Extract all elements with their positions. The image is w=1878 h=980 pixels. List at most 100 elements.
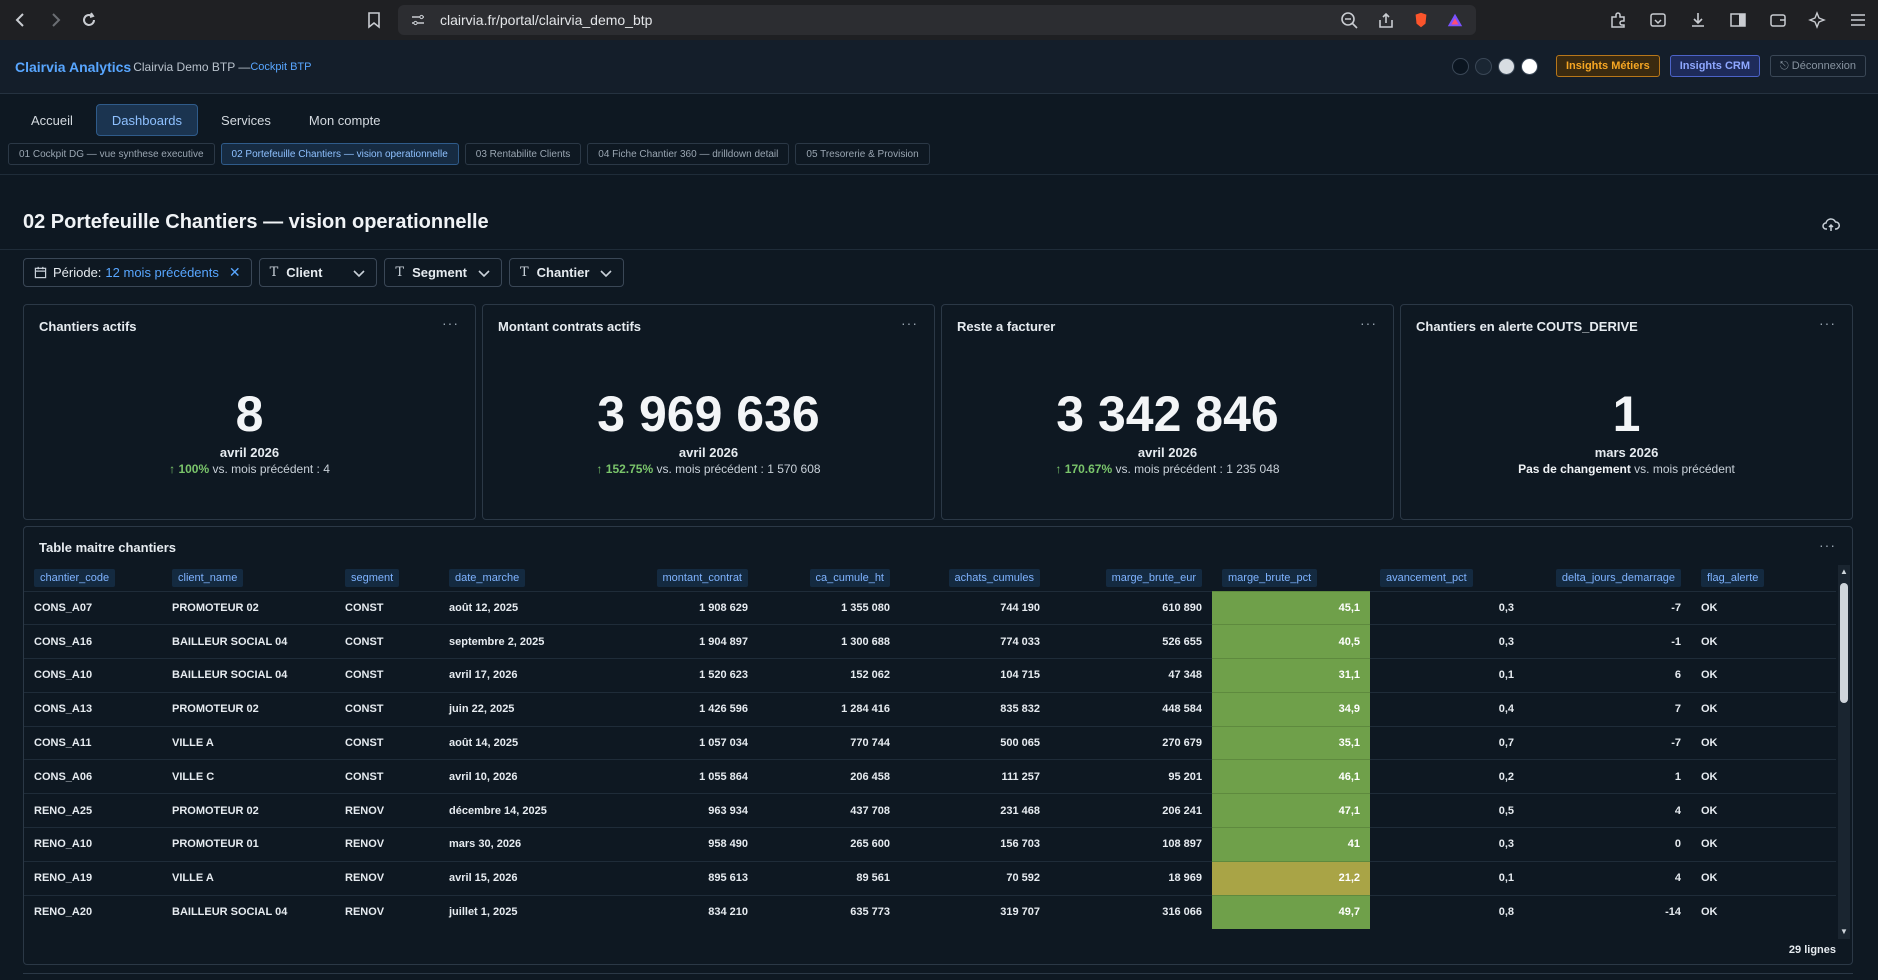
cell-delta-jours-demarrage: 6 (1524, 658, 1691, 693)
cell-client-name: PROMOTEUR 01 (162, 827, 335, 862)
scroll-up-icon[interactable]: ▲ (1840, 567, 1848, 576)
reload-icon[interactable] (76, 7, 102, 33)
dashboard-tab-portefeuille[interactable]: 02 Portefeuille Chantiers — vision opera… (220, 143, 459, 165)
cell-segment: RENOV (335, 827, 439, 862)
column-header-delta-jours-demarrage[interactable]: delta_jours_demarrage (1524, 565, 1691, 591)
table-row[interactable]: RENO_A25 PROMOTEUR 02 RENOV décembre 14, 20… (24, 793, 1836, 828)
browser-chrome: clairvia.fr/portal/clairvia_demo_btp (0, 0, 1878, 40)
insights-crm-button[interactable]: Insights CRM (1669, 55, 1761, 77)
period-filter[interactable]: Période: 12 mois précédents ✕ (23, 258, 252, 287)
scroll-down-icon[interactable]: ▼ (1840, 927, 1848, 936)
cell-ca-cumule-ht: 1 355 080 (758, 590, 900, 625)
theme-dot-light[interactable] (1498, 57, 1515, 75)
table-row[interactable]: CONS_A10 BAILLEUR SOCIAL 04 CONST avril 17,… (24, 658, 1836, 693)
column-header-chantier-code[interactable]: chantier_code (24, 565, 162, 591)
brand-logo[interactable]: Clairvia Analytics (15, 58, 132, 75)
column-header-label: avancement_pct (1380, 568, 1473, 587)
wallet-card-icon[interactable] (1768, 10, 1788, 30)
zoom-icon[interactable] (1340, 11, 1360, 31)
download-icon[interactable] (1688, 10, 1708, 30)
column-header-montant-contrat[interactable]: montant_contrat (588, 565, 758, 591)
kpi-change-pct: 170.67% (1064, 462, 1113, 476)
table-row[interactable]: RENO_A10 PROMOTEUR 01 RENOV mars 30, 2026 95… (24, 827, 1836, 862)
table-row[interactable]: CONS_A11 VILLE A CONST août 14, 2025 1 057 0… (24, 725, 1836, 760)
insights-metiers-button[interactable]: Insights Métiers (1556, 55, 1660, 77)
more-options-icon[interactable]: ··· (901, 315, 918, 331)
cell-achats-cumules: 835 832 (900, 691, 1050, 727)
cell-achats-cumules: 70 592 (900, 860, 1050, 896)
column-header-ca-cumule-ht[interactable]: ca_cumule_ht (758, 565, 900, 591)
logout-button[interactable]: ⎋ Déconnexion (1770, 55, 1866, 77)
cell-avancement-pct: 0,3 (1370, 590, 1524, 625)
table-row[interactable]: CONS_A16 BAILLEUR SOCIAL 04 CONST septembre… (24, 624, 1836, 659)
brave-rewards-icon[interactable] (1446, 11, 1464, 29)
cell-chantier-code: CONS_A10 (24, 658, 162, 693)
cell-achats-cumules: 319 707 (900, 894, 1050, 929)
more-options-icon[interactable]: ··· (1360, 315, 1377, 331)
column-header-label: chantier_code (34, 568, 116, 587)
wallet-icon[interactable] (1648, 10, 1668, 30)
cell-client-name: PROMOTEUR 02 (162, 590, 335, 625)
theme-dot-dark[interactable] (1452, 57, 1469, 75)
cell-flag-alerte: OK (1691, 691, 1836, 727)
dashboard-tab-cockpit-dg[interactable]: 01 Cockpit DG — vue synthese executive (8, 143, 215, 165)
sidebar-icon[interactable] (1728, 10, 1748, 30)
column-header-flag-alerte[interactable]: flag_alerte (1691, 565, 1836, 591)
kpi-value: 3 342 846 (1056, 386, 1279, 442)
site-settings-icon[interactable] (410, 12, 426, 28)
table-scrollbar[interactable]: ▲ ▼ (1838, 565, 1850, 939)
brave-shield-icon[interactable] (1412, 11, 1430, 29)
column-header-avancement-pct[interactable]: avancement_pct (1370, 565, 1524, 591)
cell-date-marche: avril 15, 2026 (439, 860, 588, 896)
column-header-segment[interactable]: segment (335, 565, 439, 591)
column-header-marge-brute-pct[interactable]: marge_brute_pct (1212, 565, 1370, 591)
dashboard-tab-rentabilite[interactable]: 03 Rentabilite Clients (464, 143, 582, 165)
menu-icon[interactable] (1848, 10, 1868, 30)
cell-marge-brute-pct: 45,1 (1212, 590, 1370, 625)
table-row[interactable]: RENO_A20 BAILLEUR SOCIAL 04 RENOV juillet 1… (24, 894, 1836, 929)
forward-icon[interactable] (42, 7, 68, 33)
table-header-row: chantier_code client_name segment date_marc… (24, 565, 1836, 591)
dashboard-tab-fiche-chantier[interactable]: 04 Fiche Chantier 360 — drilldown detail (587, 143, 790, 165)
theme-dot-white[interactable] (1521, 57, 1538, 75)
client-filter[interactable]: T Client (258, 258, 378, 287)
more-options-icon[interactable]: ··· (1819, 537, 1836, 553)
more-options-icon[interactable]: ··· (442, 315, 459, 331)
tab-dashboards[interactable]: Dashboards (95, 104, 199, 136)
cell-avancement-pct: 0,4 (1370, 691, 1524, 727)
column-header-client-name[interactable]: client_name (162, 565, 335, 591)
cell-avancement-pct: 0,3 (1370, 827, 1524, 862)
column-header-achats-cumules[interactable]: achats_cumules (900, 565, 1050, 591)
cell-montant-contrat: 1 057 034 (588, 725, 758, 760)
cloud-upload-icon[interactable] (1822, 215, 1840, 233)
leo-ai-icon[interactable] (1808, 10, 1828, 30)
share-icon[interactable] (1376, 11, 1396, 31)
tab-services[interactable]: Services (221, 112, 271, 128)
table-row[interactable]: CONS_A07 PROMOTEUR 02 CONST août 12, 2025 1 … (24, 590, 1836, 625)
table-row[interactable]: RENO_A19 VILLE A RENOV avril 15, 2026 895 61… (24, 860, 1836, 896)
cell-avancement-pct: 0,8 (1370, 894, 1524, 929)
tab-accueil[interactable]: Accueil (31, 112, 73, 128)
clear-filter-icon[interactable]: ✕ (228, 264, 241, 280)
bookmark-icon[interactable] (364, 10, 384, 30)
more-options-icon[interactable]: ··· (1819, 315, 1836, 331)
tab-mon-compte[interactable]: Mon compte (308, 112, 381, 128)
cell-marge-brute-pct: 40,5 (1212, 624, 1370, 659)
scrollbar-thumb[interactable] (1840, 583, 1848, 703)
column-header-date-marche[interactable]: date_marche (439, 565, 588, 591)
cell-flag-alerte: OK (1691, 860, 1836, 896)
cell-marge-brute-pct: 47,1 (1212, 793, 1370, 828)
cell-marge-brute-eur: 108 897 (1050, 827, 1212, 862)
kpi-no-change: Pas de changement (1518, 462, 1631, 476)
theme-dot-navy[interactable] (1475, 57, 1492, 75)
table-row[interactable]: CONS_A06 VILLE C CONST avril 10, 2026 1 055 … (24, 759, 1836, 794)
back-icon[interactable] (8, 7, 34, 33)
chantier-filter[interactable]: T Chantier (508, 258, 625, 287)
segment-filter[interactable]: T Segment (384, 258, 502, 287)
table-row[interactable]: CONS_A13 PROMOTEUR 02 CONST juin 22, 2025 1 … (24, 691, 1836, 727)
table-card: Table maitre chantiers ··· chantier_code… (23, 526, 1853, 965)
dashboard-tab-tresorerie[interactable]: 05 Tresorerie & Provision (795, 143, 930, 165)
column-header-marge-brute-eur[interactable]: marge_brute_eur (1050, 565, 1212, 591)
extensions-icon[interactable] (1608, 10, 1628, 30)
address-bar[interactable]: clairvia.fr/portal/clairvia_demo_btp (368, 5, 1476, 35)
